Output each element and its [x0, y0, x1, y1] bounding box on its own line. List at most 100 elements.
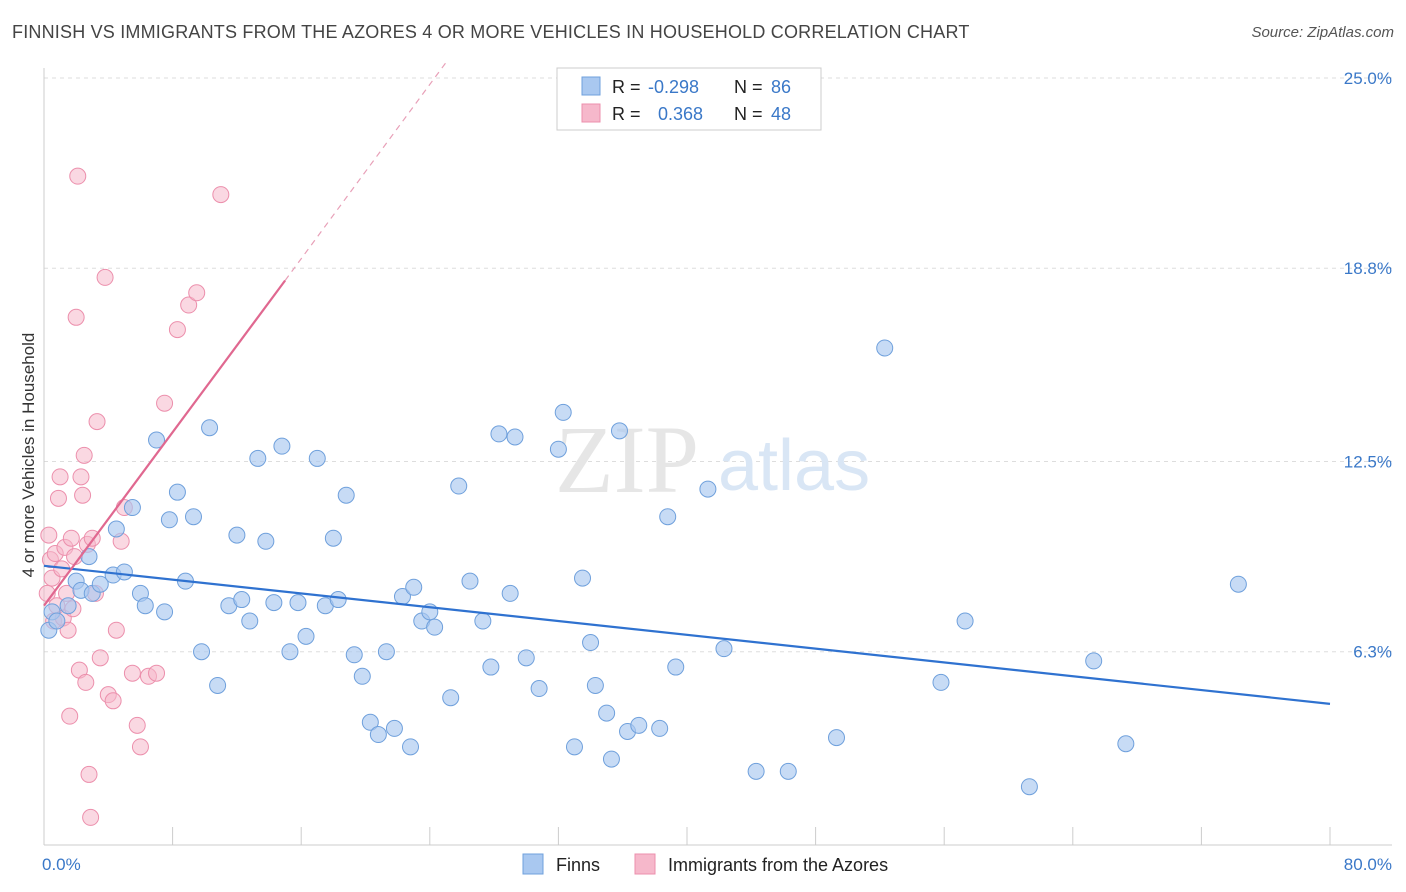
- legend-swatch-finns: [581, 76, 601, 96]
- finns-point-83: [956, 612, 974, 630]
- azores-point-34: [104, 692, 122, 710]
- finns-point-35: [308, 449, 326, 467]
- azores-point-24: [77, 673, 95, 691]
- finns-point-63: [554, 403, 572, 421]
- finns-point-20: [184, 508, 202, 526]
- axes: [43, 68, 1392, 846]
- y-tick-label-0: 6.3%: [1353, 643, 1392, 662]
- azores-point-26: [80, 765, 98, 783]
- trend-lines: [43, 62, 1331, 705]
- finns-point-16: [156, 603, 174, 621]
- azores-point-46: [188, 284, 206, 302]
- azores-point-30: [88, 413, 106, 431]
- bottom-legend-azores: Immigrants from the Azores: [668, 855, 888, 875]
- finns-point-23: [209, 676, 227, 694]
- azores-trend-line: [43, 279, 287, 607]
- finns-point-70: [610, 422, 628, 440]
- finns-point-33: [289, 594, 307, 612]
- finns-point-38: [329, 591, 347, 609]
- finns-point-69: [602, 750, 620, 768]
- finns-point-76: [699, 480, 717, 498]
- finns-point-87: [1229, 575, 1247, 593]
- azores-point-39: [128, 716, 146, 734]
- legend-n-value-azores: 48: [771, 104, 791, 124]
- x-tick-label-1: 80.0%: [1344, 855, 1392, 874]
- finns-point-42: [361, 713, 379, 731]
- finns-points: [40, 339, 1247, 796]
- finns-point-14: [136, 597, 154, 615]
- finns-point-37: [324, 529, 342, 547]
- finns-trend-line: [43, 564, 1331, 705]
- finns-point-53: [450, 477, 468, 495]
- finns-point-75: [667, 658, 685, 676]
- finns-point-21: [193, 643, 211, 661]
- finns-point-85: [1085, 652, 1103, 670]
- finns-point-72: [630, 716, 648, 734]
- x-tick-labels: 0.0% 80.0%: [42, 855, 1392, 874]
- finns-point-68: [598, 704, 616, 722]
- bottom-legend-swatch-azores: [634, 853, 656, 875]
- azores-point-15: [62, 529, 80, 547]
- finns-point-45: [385, 719, 403, 737]
- finns-point-3: [59, 597, 77, 615]
- bottom-legend: Finns Immigrants from the Azores: [522, 853, 888, 875]
- azores-point-19: [69, 167, 87, 185]
- azores-point-31: [91, 649, 109, 667]
- y-axis-label: 4 or more Vehicles in Household: [19, 333, 38, 578]
- chart-title: FINNISH VS IMMIGRANTS FROM THE AZORES 4 …: [12, 22, 970, 42]
- azores-point-45: [180, 296, 198, 314]
- azores-points: [38, 167, 230, 826]
- legend-n-label-azores: N =: [734, 104, 763, 124]
- finns-point-26: [233, 591, 251, 609]
- azores-point-18: [67, 308, 85, 326]
- finns-point-59: [506, 428, 524, 446]
- finns-point-15: [148, 431, 166, 449]
- legend-swatch-azores: [581, 103, 601, 123]
- finns-point-25: [228, 526, 246, 544]
- finns-point-29: [257, 532, 275, 550]
- finns-point-52: [442, 689, 460, 707]
- azores-point-43: [156, 394, 174, 412]
- azores-point-32: [96, 268, 114, 286]
- y-tick-label-3: 25.0%: [1344, 69, 1392, 88]
- finns-point-44: [377, 643, 395, 661]
- legend-r-value-azores: 0.368: [658, 104, 703, 124]
- finns-point-79: [779, 762, 797, 780]
- finns-point-32: [281, 643, 299, 661]
- finns-point-81: [876, 339, 894, 357]
- finns-point-60: [517, 649, 535, 667]
- finns-point-27: [241, 612, 259, 630]
- azores-point-7: [49, 489, 67, 507]
- finns-point-78: [747, 762, 765, 780]
- azores-point-35: [107, 621, 125, 639]
- azores-point-42: [148, 664, 166, 682]
- finns-point-58: [501, 584, 519, 602]
- finns-point-12: [123, 499, 141, 517]
- azores-point-44: [168, 321, 186, 339]
- finns-point-62: [549, 440, 567, 458]
- finns-point-64: [565, 738, 583, 756]
- legend-r-label-azores: R =: [612, 104, 641, 124]
- finns-point-57: [490, 425, 508, 443]
- watermark-zip: ZIP: [555, 406, 699, 513]
- finns-point-67: [586, 676, 604, 694]
- finns-point-17: [160, 511, 178, 529]
- azores-trend-extension: [284, 62, 447, 281]
- finns-point-51: [426, 618, 444, 636]
- azores-point-1: [40, 526, 58, 544]
- watermark-atlas: atlas: [718, 426, 870, 506]
- azores-point-13: [59, 621, 77, 639]
- azores-point-23: [75, 446, 93, 464]
- azores-point-22: [74, 486, 92, 504]
- finns-point-56: [482, 658, 500, 676]
- bottom-legend-finns: Finns: [556, 855, 600, 875]
- y-tick-label-2: 18.8%: [1344, 259, 1392, 278]
- grid-lines: [44, 77, 1392, 653]
- finns-point-77: [715, 640, 733, 658]
- finns-point-18: [168, 483, 186, 501]
- finns-point-82: [932, 673, 950, 691]
- finns-point-84: [1020, 778, 1038, 796]
- bottom-legend-swatch-finns: [522, 853, 544, 875]
- finns-point-22: [201, 419, 219, 437]
- azores-point-47: [212, 186, 230, 204]
